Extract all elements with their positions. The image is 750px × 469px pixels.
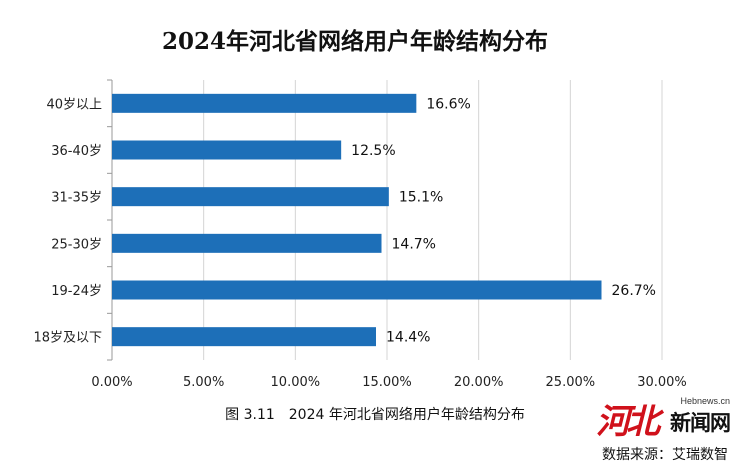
logo-name: 新闻网 xyxy=(670,411,731,435)
chart-title: 2024年河北省网络用户年龄结构分布 xyxy=(161,28,548,55)
x-tick-label: 15.00% xyxy=(362,375,412,390)
data-source: 数据来源：艾瑞数智 xyxy=(602,447,728,463)
data-label: 14.7% xyxy=(392,236,436,252)
hebnews-logo: 河北 Hebnews.cn 新闻网 xyxy=(596,392,731,442)
data-label: 15.1% xyxy=(399,190,443,206)
x-tick-label: 20.00% xyxy=(454,375,504,390)
data-label: 16.6% xyxy=(426,96,470,112)
bar xyxy=(112,93,417,113)
category-label: 25-30岁 xyxy=(51,237,102,252)
x-tick-label: 10.00% xyxy=(271,375,321,390)
x-tick-label: 25.00% xyxy=(546,375,596,390)
x-tick-label: 0.00% xyxy=(91,375,132,390)
data-label: 12.5% xyxy=(351,143,395,159)
hebei-logo-mark: 河北 xyxy=(596,402,660,442)
category-label: 19-24岁 xyxy=(51,284,102,299)
bar xyxy=(112,233,382,253)
figure-caption: 图 3.11 2024 年河北省网络用户年龄结构分布 xyxy=(225,407,525,423)
category-label: 18岁及以下 xyxy=(33,331,102,346)
logo-domain: Hebnews.cn xyxy=(680,396,730,406)
category-label: 31-35岁 xyxy=(51,191,102,206)
bar xyxy=(112,187,389,207)
category-label: 40岁以上 xyxy=(46,97,102,112)
category-label: 36-40岁 xyxy=(51,144,102,159)
x-tick-label: 5.00% xyxy=(183,375,224,390)
data-label: 14.4% xyxy=(386,330,430,346)
data-label: 26.7% xyxy=(612,283,656,299)
x-tick-label: 30.00% xyxy=(637,375,687,390)
bar xyxy=(112,280,602,300)
bar xyxy=(112,140,342,160)
bar xyxy=(112,327,376,347)
